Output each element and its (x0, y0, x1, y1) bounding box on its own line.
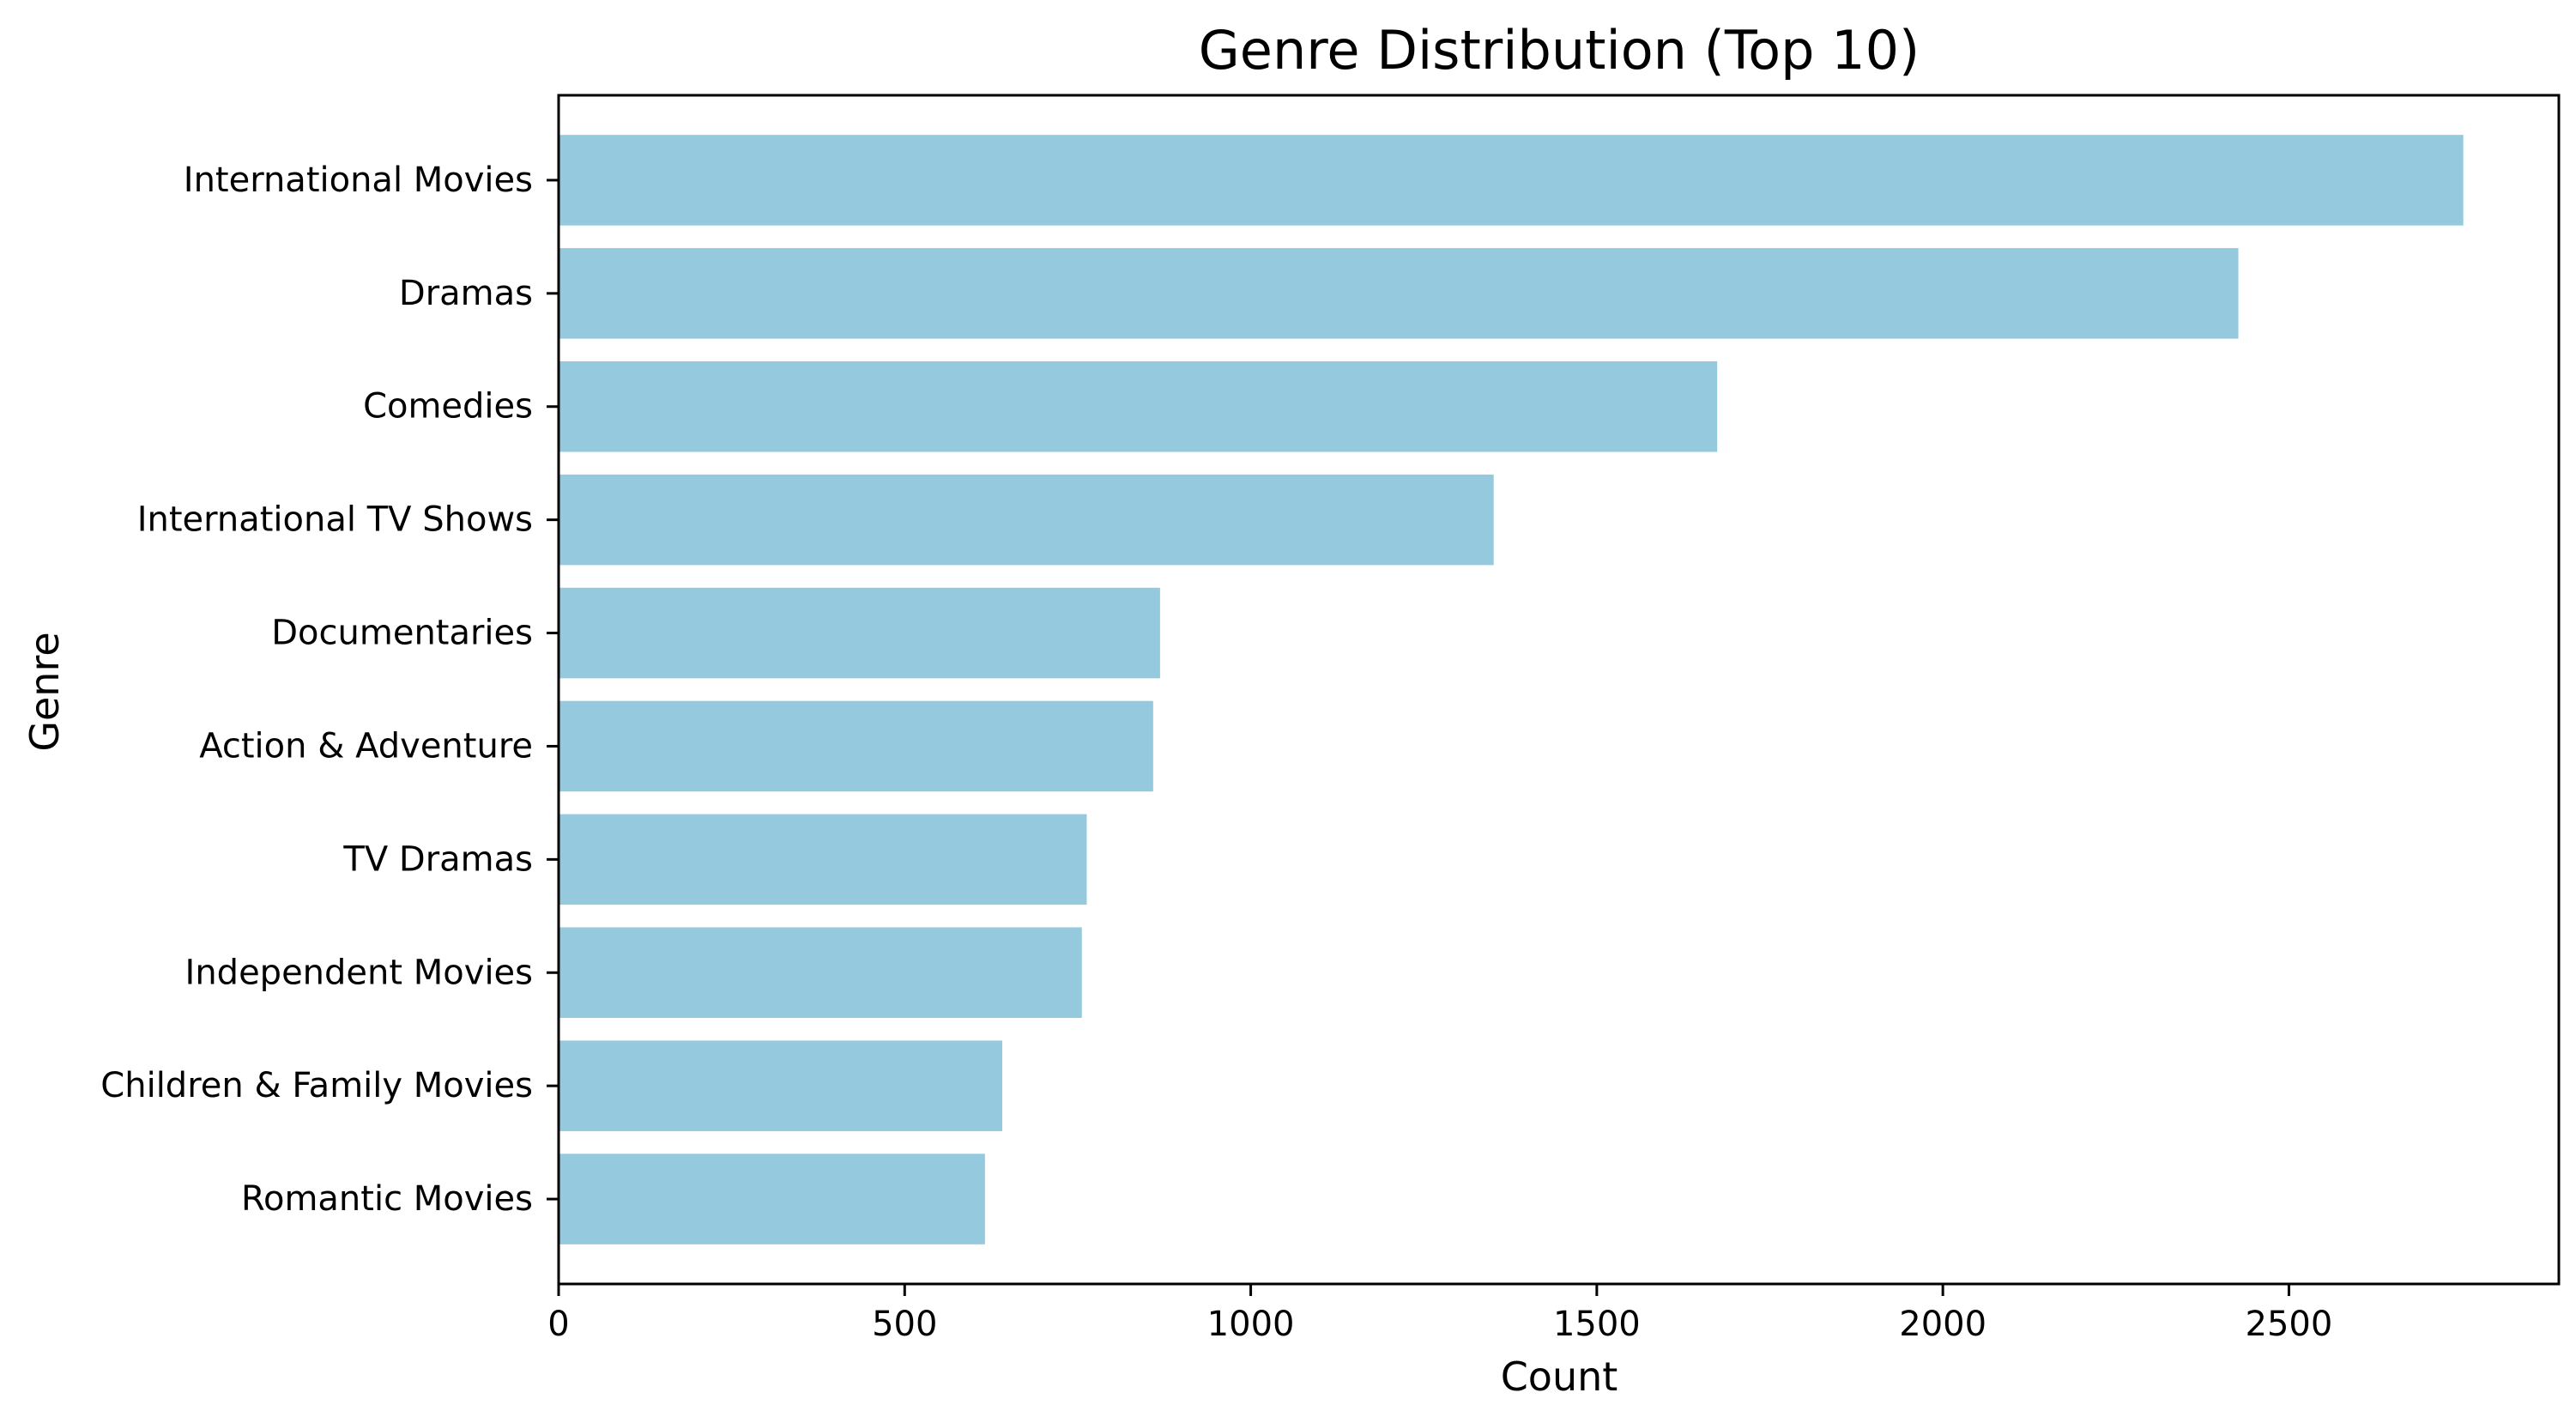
y-tick-label: International Movies (184, 160, 533, 200)
bar-international-movies (559, 135, 2464, 226)
x-tick-label: 1000 (1207, 1305, 1295, 1344)
y-axis-label: Genre (21, 632, 68, 751)
bar-independent-movies (559, 927, 1082, 1019)
y-tick-label: Documentaries (271, 614, 533, 653)
bar-children-family-movies (559, 1040, 1003, 1131)
y-axis-ticks: International Movies Dramas Comedies Intern… (100, 160, 559, 1219)
x-axis-ticks: 0 500 1000 1500 2000 2500 (547, 1284, 2332, 1344)
y-tick-label: Action & Adventure (199, 726, 533, 766)
bar-dramas (559, 248, 2239, 339)
x-tick-label: 0 (547, 1305, 569, 1344)
bars-group (559, 135, 2464, 1244)
y-tick-label: Romantic Movies (241, 1179, 533, 1219)
y-tick-label: Children & Family Movies (100, 1066, 533, 1105)
chart-title: Genre Distribution (Top 10) (1199, 19, 1920, 82)
bar-tv-dramas (559, 814, 1087, 905)
bar-comedies (559, 360, 1718, 452)
y-tick-label: Comedies (363, 387, 533, 427)
y-tick-label: Independent Movies (185, 953, 533, 992)
plot-frame (557, 94, 2561, 1286)
bar-documentaries (559, 587, 1160, 679)
x-tick-label: 500 (872, 1305, 937, 1344)
y-tick-label: International TV Shows (137, 500, 533, 540)
x-tick-label: 2500 (2246, 1305, 2333, 1344)
x-tick-label: 1500 (1553, 1305, 1641, 1344)
y-tick-label: TV Dramas (342, 839, 533, 879)
bar-international-tv-shows (559, 474, 1494, 566)
bar-romantic-movies (559, 1154, 985, 1244)
y-tick-label: Dramas (399, 274, 533, 313)
x-tick-label: 2000 (1899, 1305, 1986, 1344)
bar-action-adventure (559, 700, 1153, 792)
x-axis-label: Count (1501, 1353, 1618, 1400)
